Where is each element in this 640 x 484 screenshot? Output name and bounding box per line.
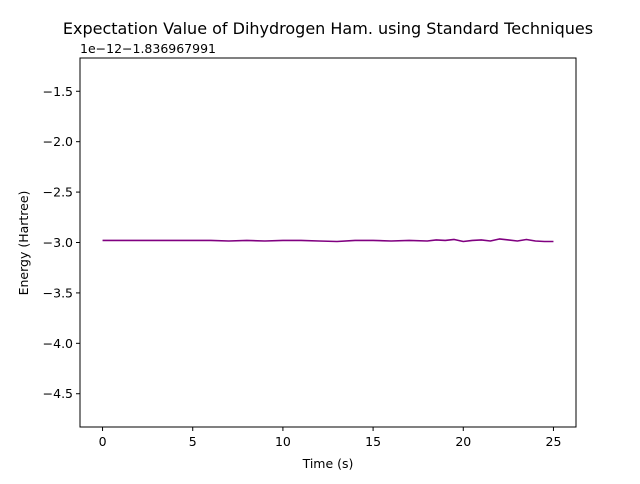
y-offset-label: 1e−12−1.836967991 [80, 41, 216, 56]
x-tick-label: 20 [455, 434, 471, 449]
plot-background [80, 58, 576, 427]
series-line-0 [102, 238, 554, 243]
series-layer [102, 238, 554, 243]
y-tick-label: −1.5 [43, 84, 73, 99]
y-tick-label: −4.5 [43, 386, 73, 401]
x-tick-label: 10 [275, 434, 291, 449]
chart-title: Expectation Value of Dihydrogen Ham. usi… [63, 19, 593, 38]
y-tick-label: −4.0 [43, 336, 73, 351]
x-tick-label: 25 [546, 434, 562, 449]
x-axis-label: Time (s) [302, 456, 354, 471]
y-tick-label: −2.5 [43, 185, 73, 200]
y-tick-label: −3.5 [43, 285, 73, 300]
axes: 0 5 10 15 20 25 −1.5 −2.0 −2.5 −3.0 −3.5 −4.0 −4.5 [43, 57, 577, 449]
y-axis-label: Energy (Hartree) [16, 191, 31, 296]
x-tick-label: 5 [189, 434, 197, 449]
y-tick-label: −3.0 [43, 235, 73, 250]
y-tick-label: −2.0 [43, 134, 73, 149]
x-tick-label: 15 [365, 434, 381, 449]
plot-area [80, 58, 576, 427]
x-tick-label: 0 [99, 434, 107, 449]
